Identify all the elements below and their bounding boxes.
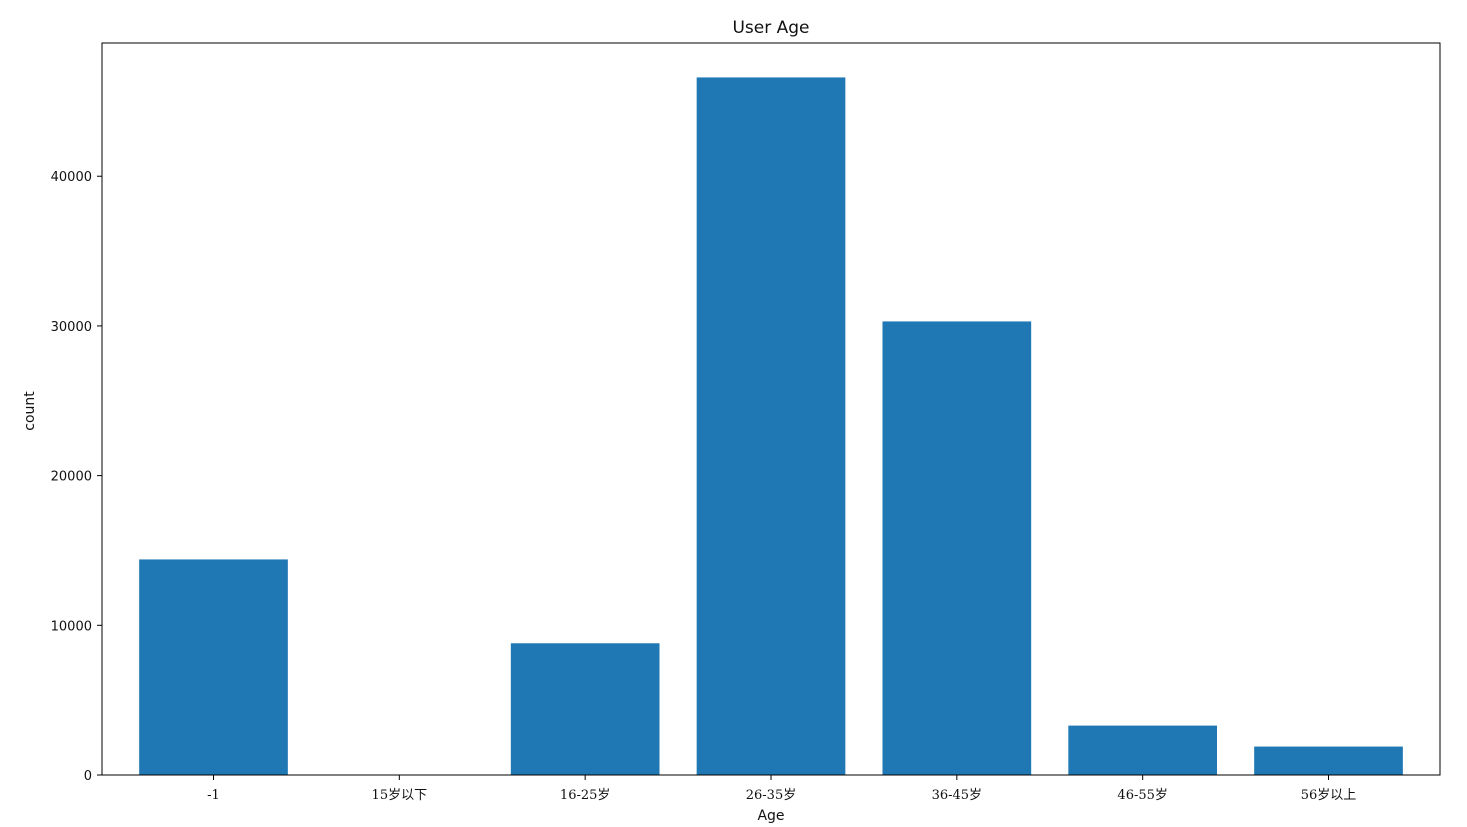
x-tick-label: 36-45岁 — [932, 788, 982, 803]
x-tick-label: 15岁以下 — [372, 788, 428, 803]
x-tick-label: 46-55岁 — [1117, 788, 1167, 803]
bar-3 — [696, 77, 846, 776]
y-axis-label: count — [22, 391, 38, 431]
x-tick-label: 16-25岁 — [560, 788, 610, 803]
y-tick-label: 40000 — [51, 170, 92, 185]
y-tick-label: 0 — [84, 769, 92, 784]
x-tick-label: 26-35岁 — [746, 788, 796, 803]
y-tick-label: 30000 — [51, 320, 92, 335]
y-tick-label: 10000 — [51, 619, 92, 634]
y-axis: 0 10000 20000 30000 40000 — [51, 170, 102, 784]
plot-frame — [101, 42, 1441, 776]
bar-6 — [1254, 746, 1403, 775]
x-axis: -1 15岁以下 16-25岁 26-35岁 36-45岁 46-55岁 56岁以上 — [207, 775, 1356, 803]
x-tick-label: -1 — [207, 788, 220, 803]
bars-group — [139, 77, 1403, 776]
bar-5 — [1068, 725, 1217, 775]
chart-title: User Age — [732, 18, 809, 38]
bar-0 — [139, 559, 288, 775]
x-tick-label: 56岁以上 — [1301, 788, 1357, 803]
bar-2 — [510, 643, 660, 775]
y-tick-label: 20000 — [51, 470, 92, 485]
x-axis-label: Age — [757, 808, 784, 824]
bar-4 — [882, 321, 1032, 775]
